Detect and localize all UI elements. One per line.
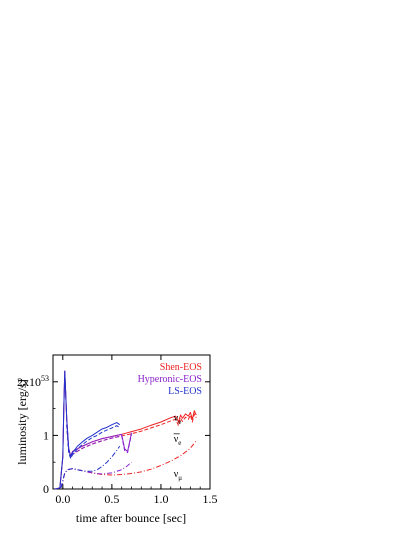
series-line-shen-eos-anti-nue: [66, 413, 197, 459]
y-tick-label-text: 1: [43, 428, 49, 442]
flavor-symbol: ν: [174, 413, 179, 424]
series-line-ls-eos-anti-nue: [66, 424, 120, 459]
x-tick-label: 0.0: [55, 492, 70, 506]
series-line-shen-eos-numu: [60, 440, 197, 489]
flavor-subscript: μ: [178, 474, 182, 482]
x-axis-label: time after bounce [sec]: [76, 511, 186, 525]
legend-entry: Shen-EOS: [160, 362, 202, 373]
y-tick-label-exponent: 53: [41, 374, 49, 383]
y-tick-label: 0: [43, 482, 49, 496]
y-tick-label: 1: [43, 428, 49, 442]
ticks-layer: 0.0 0.5 1.0 1.5 0 1 2x1053: [17, 355, 218, 506]
series-layer: [54, 370, 197, 490]
series-line-ls-eos-numu: [60, 445, 121, 489]
x-tick-label: 1.5: [203, 492, 218, 506]
flavor-label: νe: [174, 434, 182, 447]
y-tick-label: 2x1053: [17, 374, 49, 389]
y-axis-label: luminosity [erg/s]: [15, 379, 29, 464]
x-tick-label: 1.0: [153, 492, 168, 506]
flavor-symbol: ν: [174, 434, 179, 445]
flavor-label: νμ: [174, 469, 183, 482]
y-tick-label-text: 0: [43, 482, 49, 496]
flavor-subscript: e: [178, 418, 181, 426]
legend-entry: Hyperonic-EOS: [138, 374, 202, 385]
series-line-hyperonic-eos-anti-nue: [66, 424, 132, 459]
legend-entry: LS-EOS: [168, 386, 202, 397]
series-line-ls-eos-nue: [54, 370, 121, 490]
x-tick-label: 0.5: [104, 492, 119, 506]
flavor-label: νe: [174, 413, 182, 426]
y-tick-label-text: 2x10: [17, 375, 41, 389]
flavor-subscript: e: [178, 439, 181, 447]
flavor-symbol: ν: [174, 469, 179, 480]
